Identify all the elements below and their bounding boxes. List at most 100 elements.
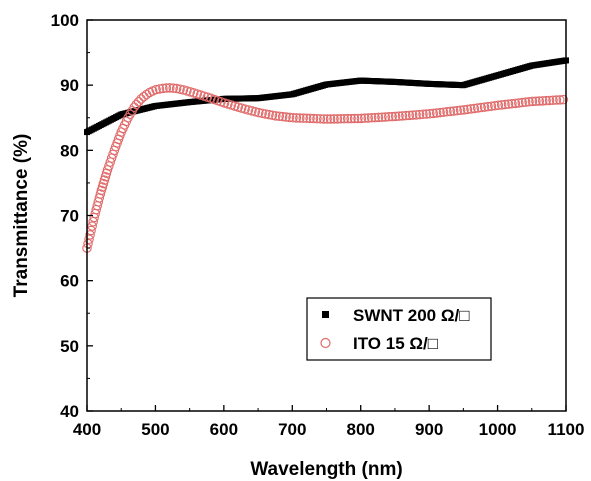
ito-point xyxy=(380,112,391,122)
ito-point xyxy=(466,104,476,114)
ito-point xyxy=(260,109,271,119)
ito-point xyxy=(339,113,350,124)
ito-point xyxy=(95,189,106,199)
ito-point xyxy=(394,111,404,121)
ito-point xyxy=(397,111,408,121)
ito-point xyxy=(332,114,343,124)
ito-point xyxy=(541,95,551,106)
legend-label-ito: ITO 15 Ω/□ xyxy=(353,334,438,353)
ito-point xyxy=(551,95,562,105)
ito-point xyxy=(312,113,322,124)
ito-point xyxy=(353,113,363,124)
ito-point xyxy=(445,106,456,117)
ito-point xyxy=(87,221,97,231)
ito-point xyxy=(558,94,569,105)
ito-point xyxy=(493,100,504,111)
ito-point xyxy=(404,110,415,121)
ito-point xyxy=(414,109,425,120)
ito-point xyxy=(373,112,384,123)
ito-point xyxy=(305,113,315,124)
y-tick-label: 50 xyxy=(60,337,79,356)
ito-point xyxy=(168,83,178,93)
ito-point xyxy=(360,113,370,123)
x-tick-label: 1000 xyxy=(479,420,517,439)
legend-label-swnt: SWNT 200 Ω/□ xyxy=(353,306,469,325)
ito-point xyxy=(139,91,149,102)
ito-point xyxy=(524,97,534,107)
ito-point xyxy=(472,103,483,113)
y-tick-label: 70 xyxy=(60,207,79,226)
ito-point xyxy=(387,111,397,122)
ito-point xyxy=(301,113,312,124)
ito-point xyxy=(418,109,428,120)
ito-point xyxy=(133,96,144,107)
ito-point xyxy=(161,83,172,93)
x-tick-label: 400 xyxy=(73,420,101,439)
legend: SWNT 200 Ω/□ ITO 15 Ω/□ xyxy=(306,297,492,361)
ito-point xyxy=(401,110,411,121)
ito-point xyxy=(250,107,261,117)
ito-point xyxy=(277,111,288,122)
ito-point xyxy=(295,113,305,123)
y-tick-label: 60 xyxy=(60,272,79,291)
ito-point xyxy=(315,114,326,124)
ito-point xyxy=(158,83,168,94)
ito-point xyxy=(284,112,295,123)
ito-point xyxy=(479,102,490,112)
x-tick-label: 500 xyxy=(141,420,169,439)
ito-point xyxy=(517,97,527,108)
ito-point xyxy=(267,110,278,121)
ito-point xyxy=(291,113,302,123)
x-tick-label: 900 xyxy=(415,420,443,439)
ito-point xyxy=(154,84,165,94)
ito-point xyxy=(544,95,555,106)
legend-marker-filled-square xyxy=(322,311,329,318)
ito-point xyxy=(435,107,445,118)
ito-point xyxy=(490,100,500,111)
ito-point xyxy=(496,100,507,110)
y-tick-label: 100 xyxy=(51,11,79,30)
ito-point xyxy=(329,114,339,124)
ito-point xyxy=(366,113,377,123)
ito-point xyxy=(421,109,432,119)
ito-point xyxy=(175,84,185,94)
ito-point xyxy=(486,101,497,111)
ito-point xyxy=(442,107,452,117)
ito-point xyxy=(469,103,480,114)
ito-point xyxy=(476,102,486,113)
legend-marker-open-circle xyxy=(320,337,331,349)
ito-point xyxy=(510,98,521,109)
x-tick-label: 1100 xyxy=(548,420,585,439)
ito-point xyxy=(537,96,548,106)
ito-point xyxy=(503,99,514,109)
y-tick-label: 90 xyxy=(60,76,79,95)
ito-point xyxy=(319,114,329,124)
ito-point xyxy=(363,113,373,123)
y-tick-label: 40 xyxy=(60,402,79,421)
ito-point xyxy=(390,111,401,122)
ito-point xyxy=(531,96,541,106)
ito-point xyxy=(271,111,281,121)
ito-point xyxy=(527,96,538,107)
ito-point xyxy=(431,108,442,118)
ito-point xyxy=(459,105,469,115)
legend-item-swnt: SWNT 200 Ω/□ xyxy=(322,306,469,325)
y-tick-label: 80 xyxy=(60,141,79,160)
y-axis-title: Transmittance (%) xyxy=(11,134,32,298)
ito-point xyxy=(288,113,298,123)
legend-box xyxy=(306,297,492,361)
ito-point xyxy=(325,114,336,124)
ito-point xyxy=(455,105,466,115)
ito-point xyxy=(349,113,360,124)
ito-point xyxy=(274,111,285,122)
ito-point xyxy=(356,113,367,124)
ito-point xyxy=(165,83,175,93)
ito-point xyxy=(555,95,565,105)
ito-point xyxy=(84,234,94,245)
ito-point xyxy=(548,95,558,105)
ito-point xyxy=(322,114,332,124)
x-axis-title: Wavelength (nm) xyxy=(250,459,402,480)
axis-ticks: 400 500 600 700 800 900 1000 1100 40 50 60 70 80 90 10… xyxy=(51,11,585,439)
ito-point xyxy=(411,110,421,120)
ito-point xyxy=(370,112,380,123)
